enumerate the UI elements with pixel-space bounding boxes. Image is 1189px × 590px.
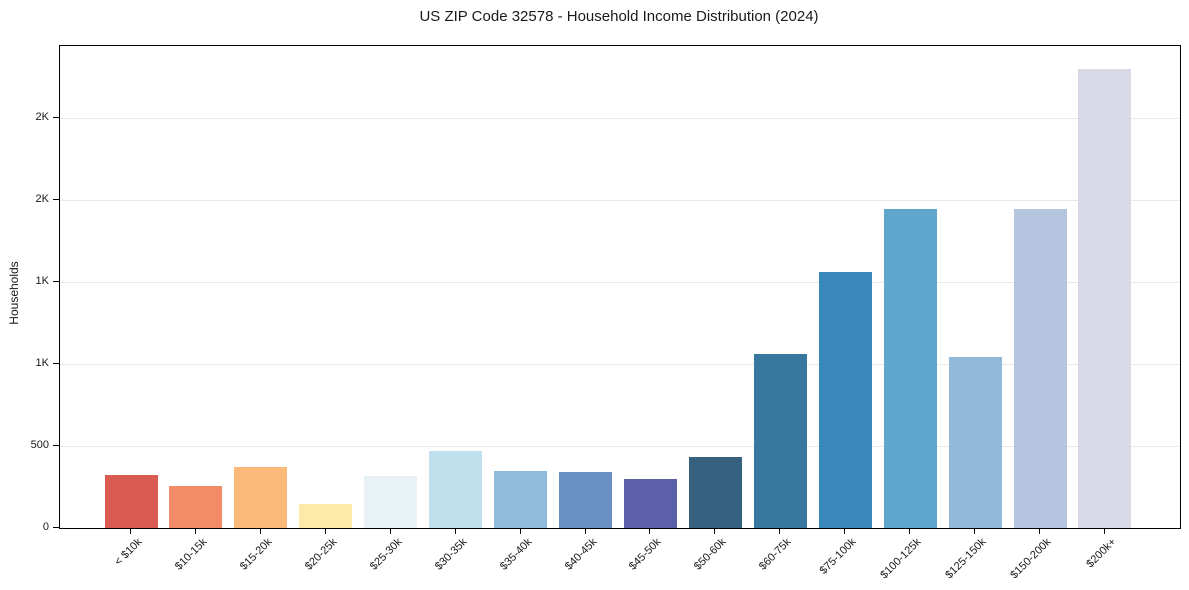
x-tick-mark bbox=[779, 528, 781, 534]
y-tick-label: 2K bbox=[35, 192, 49, 205]
y-tick-mark bbox=[53, 198, 59, 200]
y-tick-label: 1K bbox=[35, 356, 49, 369]
chart-title: US ZIP Code 32578 - Household Income Dis… bbox=[419, 8, 819, 25]
x-tick-label: $35-40k bbox=[497, 536, 535, 573]
y-tick-mark bbox=[53, 526, 59, 528]
bar bbox=[753, 354, 807, 528]
x-tick-label: $40-45k bbox=[562, 536, 599, 573]
bar bbox=[299, 504, 353, 528]
bar bbox=[104, 475, 158, 528]
x-tick-mark bbox=[130, 528, 131, 534]
plot-area bbox=[59, 45, 1181, 529]
x-tick-label: $10-15k bbox=[172, 536, 210, 573]
bar bbox=[688, 457, 742, 528]
y-axis-label: Households bbox=[7, 261, 21, 325]
x-tick-mark bbox=[389, 528, 391, 534]
x-tick-label: $15-20k bbox=[237, 536, 275, 573]
gridline bbox=[60, 281, 1180, 283]
x-tick-label: $100-125k bbox=[878, 536, 924, 582]
gridline bbox=[60, 117, 1180, 119]
gridline bbox=[60, 199, 1180, 201]
x-tick-label: $30-35k bbox=[432, 536, 470, 573]
x-tick-label: $20-25k bbox=[302, 536, 340, 573]
x-tick-mark bbox=[844, 528, 846, 534]
bar bbox=[364, 476, 418, 528]
x-tick-mark bbox=[1039, 528, 1041, 534]
bar bbox=[883, 209, 937, 528]
bar bbox=[169, 486, 223, 528]
x-tick-mark bbox=[324, 528, 326, 534]
x-tick-label: $25-30k bbox=[367, 536, 405, 573]
bar bbox=[818, 272, 872, 528]
x-tick-label: $150-200k bbox=[1008, 536, 1054, 582]
x-tick-label: < $10k bbox=[112, 536, 145, 569]
bar bbox=[1078, 69, 1132, 528]
x-tick-label: $45-50k bbox=[627, 536, 664, 573]
y-tick-mark bbox=[53, 444, 59, 446]
x-tick-mark bbox=[454, 528, 456, 534]
x-tick-mark bbox=[194, 528, 196, 534]
gridline bbox=[60, 445, 1180, 447]
x-tick-mark bbox=[909, 528, 911, 534]
bar bbox=[559, 472, 612, 528]
bar bbox=[948, 357, 1002, 528]
y-tick-mark bbox=[53, 116, 59, 118]
y-tick-label: 0 bbox=[42, 520, 49, 533]
bar bbox=[623, 479, 677, 528]
x-tick-label: $75-100k bbox=[817, 536, 859, 577]
x-tick-label: $50-60k bbox=[692, 536, 729, 573]
x-tick-mark bbox=[649, 528, 651, 534]
x-tick-mark bbox=[1103, 528, 1105, 534]
y-tick-mark bbox=[53, 362, 59, 364]
x-tick-label: $60-75k bbox=[757, 536, 794, 573]
bar bbox=[234, 467, 288, 528]
x-tick-mark bbox=[714, 528, 716, 534]
x-tick-mark bbox=[519, 528, 521, 534]
bar bbox=[494, 471, 548, 528]
y-tick-label: 500 bbox=[30, 438, 49, 451]
bar bbox=[429, 451, 483, 528]
x-tick-mark bbox=[259, 528, 261, 534]
x-tick-label: $200k+ bbox=[1084, 536, 1119, 571]
x-tick-label: $125-150k bbox=[943, 536, 989, 582]
x-tick-mark bbox=[974, 528, 976, 534]
gridline bbox=[60, 363, 1180, 365]
y-tick-label: 2K bbox=[35, 110, 49, 123]
y-tick-mark bbox=[53, 280, 59, 282]
x-tick-mark bbox=[584, 528, 586, 534]
y-tick-label: 1K bbox=[35, 274, 49, 287]
bar bbox=[1013, 209, 1067, 528]
